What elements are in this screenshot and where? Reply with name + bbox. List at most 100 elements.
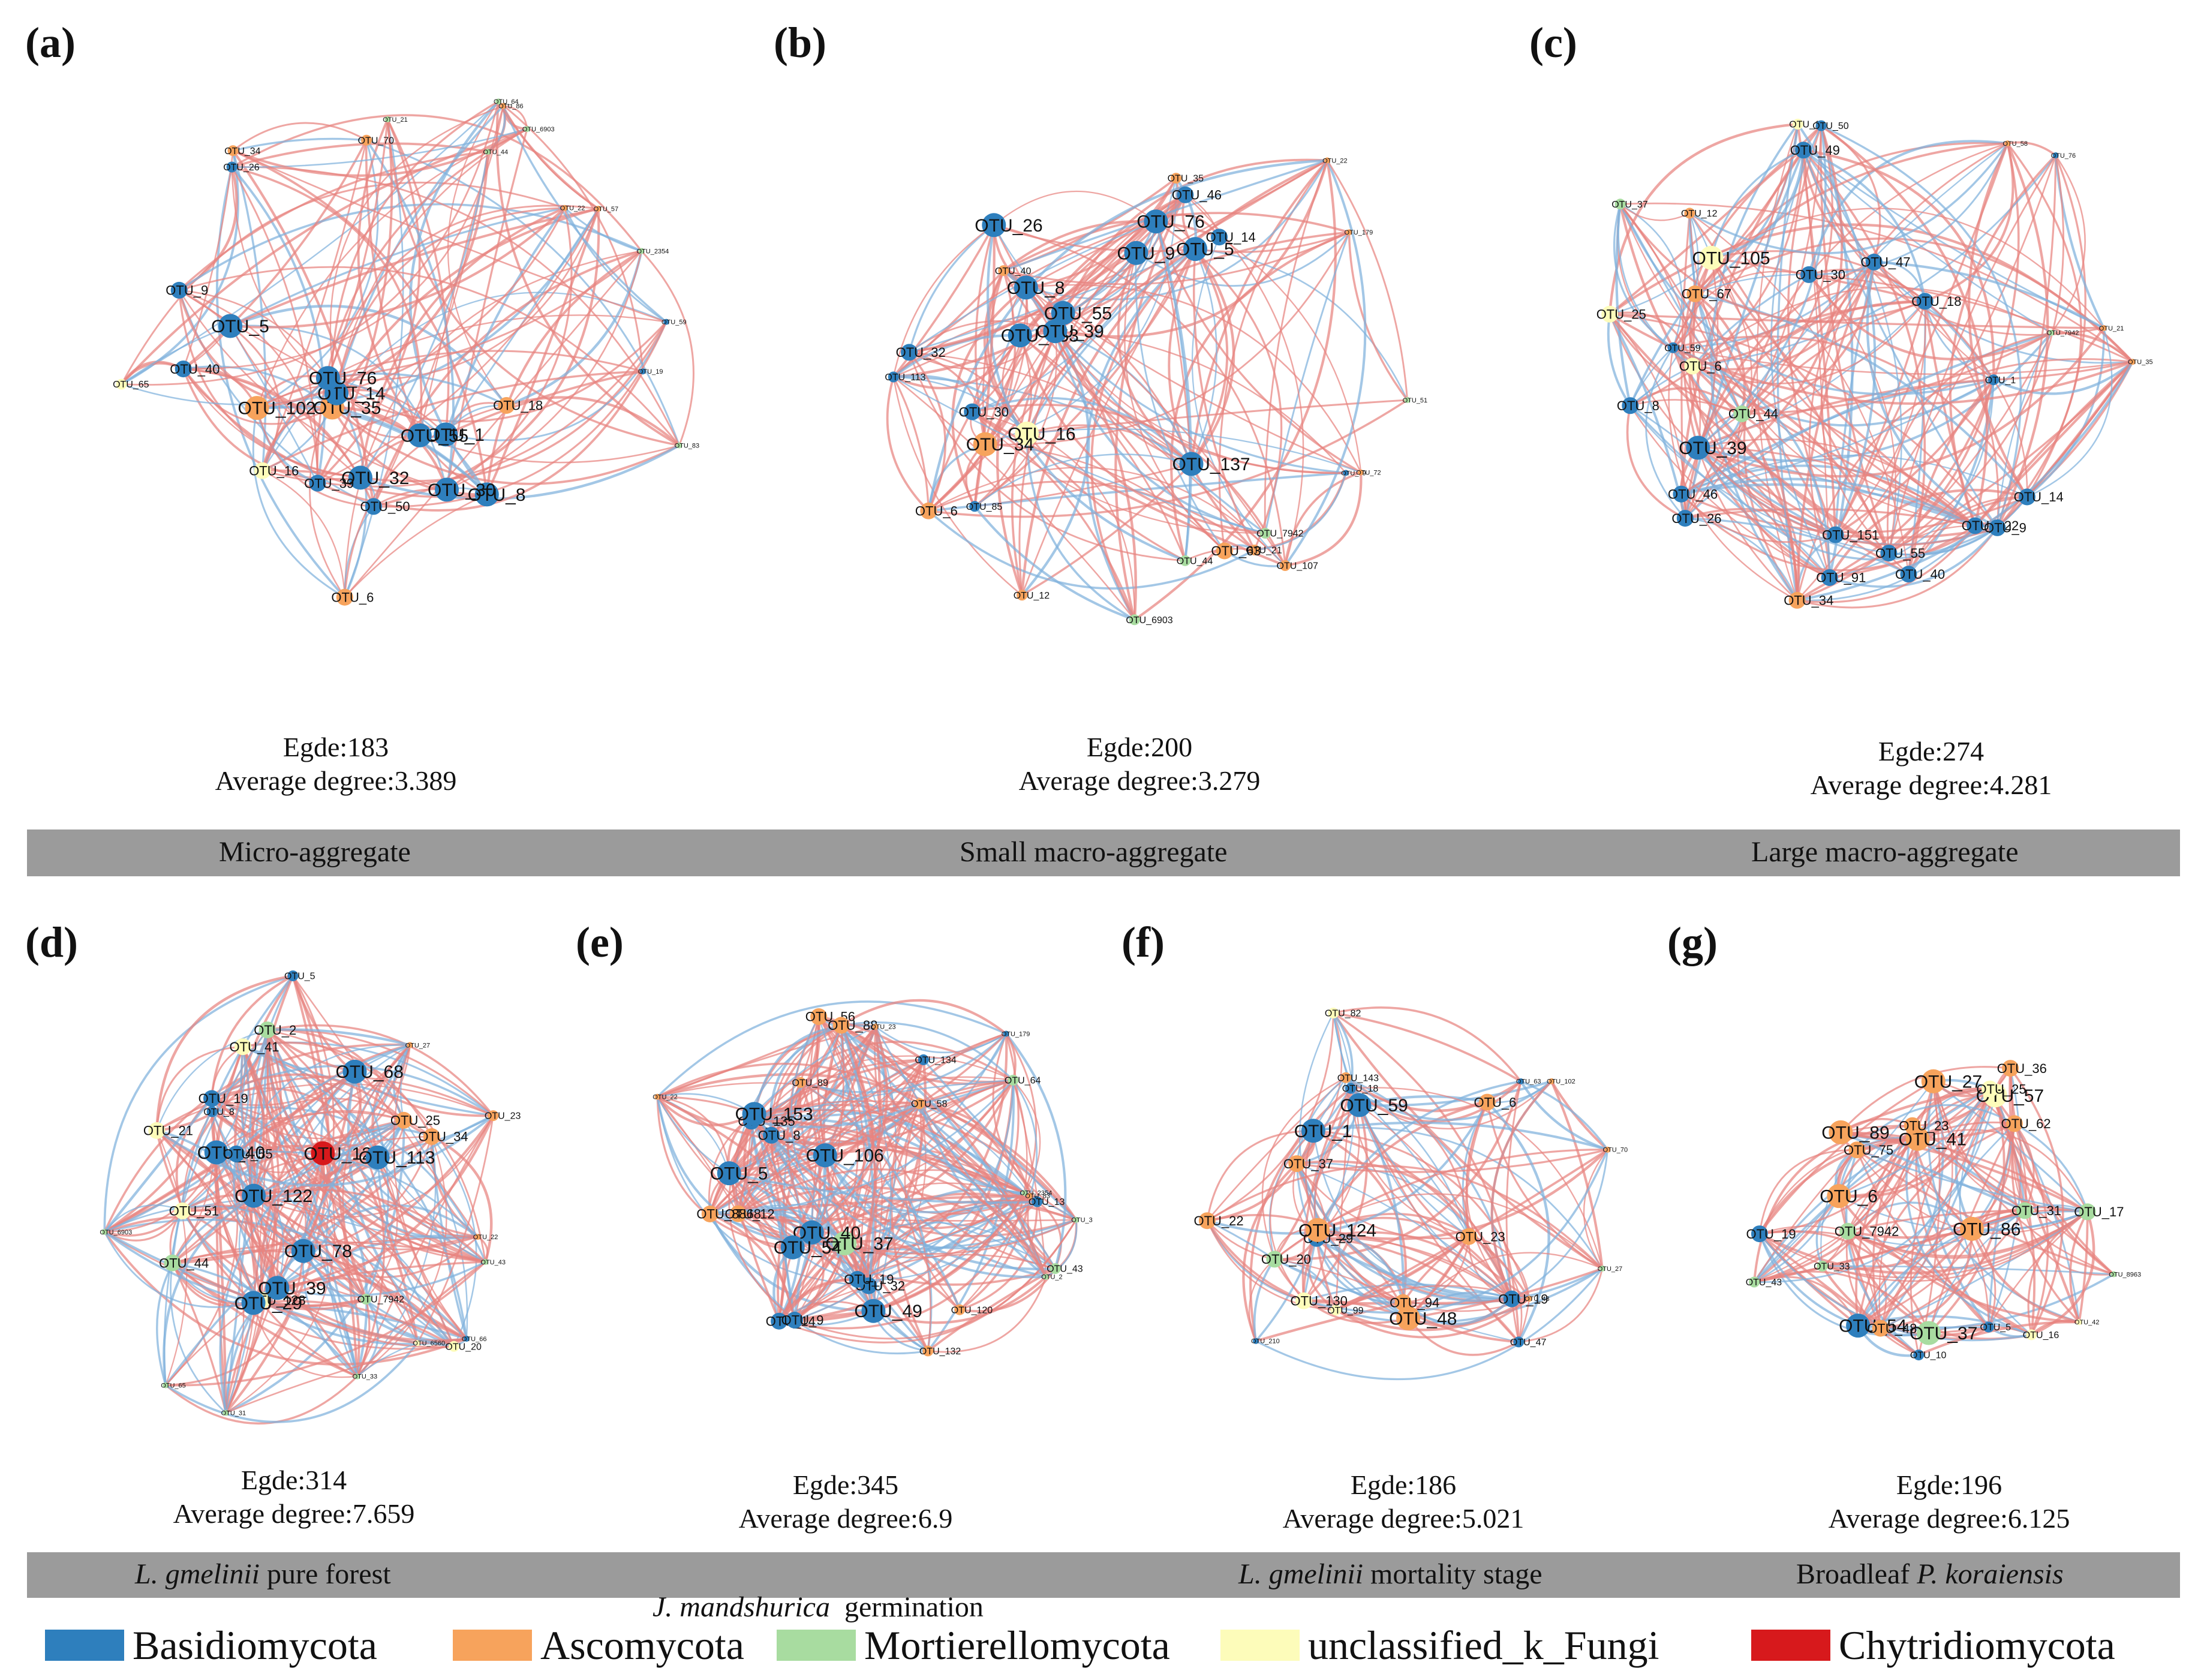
edge [232,122,367,152]
node-otu-55 [228,1145,245,1162]
edge [1269,1130,1314,1302]
node-label: OTU_9 [1984,521,2026,536]
edge [121,383,337,405]
edge [1886,332,2052,554]
edge [2011,1123,2080,1323]
node-label: OTU_5 [1980,1323,2011,1333]
node-otu-58 [2004,140,2011,147]
edge [1796,124,1837,535]
edge [728,1173,796,1321]
edge [445,370,644,436]
legend-item-basidiomycota: Basidiomycota [45,1621,377,1669]
node-label: OTU_34 [966,435,1034,455]
node-otu-35 [2130,359,2136,365]
node-label: OTU_30 [959,404,1009,419]
nodes-g: OTU_42OTU_16OTU_86OTU_10OTU_5OTU_54OTU_3… [1746,1060,2141,1361]
node-otu-5 [717,1161,741,1186]
node-otu-59 [1347,1093,1372,1117]
edge [770,1134,1077,1249]
node-otu-43 [482,1258,489,1265]
edge [1697,378,1994,449]
node-label: OTU_3 [1071,1217,1092,1224]
edge [792,1079,1015,1249]
node-otu-59 [1667,342,1679,353]
node-otu-83 [1027,1192,1033,1199]
edge [1802,150,1875,263]
node-label: OTU_44 [159,1255,209,1270]
stats-c: Egde:274 Average degree:4.281 [1775,735,2087,802]
node-label: OTU_8868 [696,1207,761,1222]
edge [2054,155,2105,329]
edge [344,404,507,597]
node-label: OTU_22 [560,205,585,212]
edge [103,1043,410,1233]
node-otu-91 [1821,569,1838,586]
edge [1759,1081,1935,1235]
node-otu-6 [1827,1184,1851,1209]
edge [904,1103,961,1311]
node-otu-23 [488,1110,499,1122]
edge [252,407,345,598]
edge [1316,1237,1404,1304]
edge [1857,1210,2088,1326]
node-otu-56 [810,1008,828,1025]
node-otu-44 [485,149,491,155]
node-label: OTU_33 [1814,1262,1850,1272]
node-otu-27 [1599,1266,1605,1272]
edge [1821,1265,1989,1337]
node-label: OTU_39 [258,1279,326,1299]
node-label: OTU_7942 [1256,529,1303,539]
edge [1519,1268,1604,1343]
node-label: OTU_7942 [2047,330,2079,337]
edge [329,105,504,393]
node-label: OTU_55 [401,426,468,446]
edge [1026,178,1177,289]
edge [1333,1006,1522,1082]
edge [1797,525,1976,603]
edge [302,1250,455,1348]
node-label: OTU_130 [1291,1294,1348,1309]
edge [729,1172,1038,1204]
edge [366,139,681,446]
edge [344,506,374,597]
edge [793,1102,921,1321]
edge [253,1194,367,1300]
edge [656,1000,1007,1098]
node-otu-22 [1198,1212,1216,1230]
node-otu-39 [265,1276,290,1300]
edge [1297,1160,1513,1300]
node-otu-31 [2016,1202,2034,1219]
edge [1928,1095,2005,1334]
edge [1803,149,1902,554]
node-otu-76 [315,366,340,390]
edge [1754,1095,1996,1283]
node-otu-57 [595,206,602,212]
node-label: OTU_6903 [100,1229,132,1236]
edge [497,101,599,210]
edge [867,1285,928,1352]
node-label: OTU_39 [304,476,354,491]
edge [155,1130,254,1304]
node-label: OTU_22 [653,1093,678,1101]
edge [1698,446,1976,527]
node-otu-44 [1733,405,1751,422]
edge [215,1152,303,1252]
edge [1970,1228,2080,1324]
node-otu-37 [1917,1321,1941,1345]
edge [1350,1088,1469,1237]
group-mortality-text: mortality stage [1363,1558,1543,1590]
node-label: OTU_57 [594,206,619,213]
node-otu-83 [676,442,682,449]
edge [1797,361,2134,602]
edge [386,119,450,435]
edge [1012,1080,1038,1197]
node-otu-1 [434,422,458,447]
edge [1583,1149,1608,1269]
edge [641,250,694,446]
edge [1511,1149,1608,1300]
edge [1911,1087,1990,1127]
node-label: OTU_41 [230,1039,279,1054]
node-label: OTU_37 [1910,1324,1977,1344]
edge [1688,213,1743,414]
network-b: OTU_107 OTU_7942 OTU_137 OTU_44 OTU_21OTU_63… [885,157,1427,626]
